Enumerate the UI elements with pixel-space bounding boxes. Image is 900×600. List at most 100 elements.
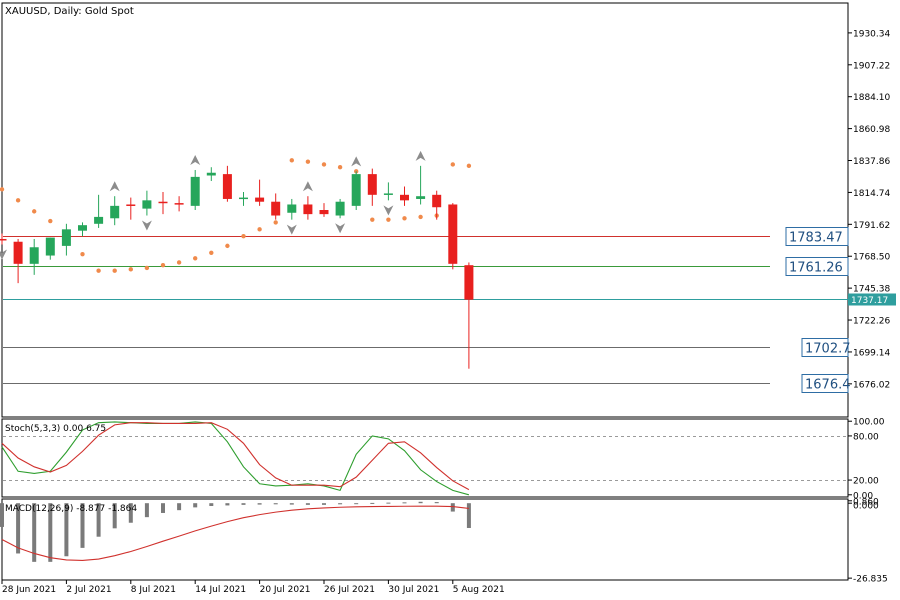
stochastic-label: Stoch(5,3,3) 0.00 6.75 [5,424,106,434]
macd-histogram-bar [338,503,343,505]
level-label-box [785,227,849,246]
sar-dot [48,218,53,224]
current-price-label: 1737.17 [851,296,888,306]
price-tick-label: 1907.22 [853,61,890,71]
price-tick-label: 1768.50 [853,253,890,263]
level-label-box [785,257,849,276]
panel-frames [1,2,849,581]
price-tick-label: 1837.86 [853,157,890,167]
level-label-text: 1783.47 [789,231,843,246]
macd-histogram-bar [48,503,53,562]
macd-histogram-bar [450,503,455,512]
macd-histogram-bar [80,503,85,548]
sar-dot [466,163,472,169]
fractal-up-arrow [109,181,120,192]
stoch-signal-line [1,422,470,491]
sar-dot [386,217,391,222]
macd-histogram-bar [386,502,391,504]
macd-histogram-bar [434,502,439,504]
macd-panel[interactable] [0,501,471,562]
fractal-up-arrow [415,150,426,161]
candle-body [158,201,168,204]
sar-dot [32,209,37,214]
macd-histogram-bar [257,503,262,505]
macd-histogram-bar [32,503,37,562]
sar-dot [450,162,455,167]
macd-histogram-bar [177,503,182,511]
panel-frame-0 [1,2,849,418]
price-tick-label: 1676.02 [853,380,890,390]
sar-dot [289,158,294,163]
fractal-up-arrow [302,181,313,192]
price-panel[interactable]: 1783.47 1761.26 1737.17 1702.7 1676.4 [0,150,896,393]
fractal-down-arrow [335,223,346,234]
panel-frame-1 [1,418,849,498]
fractal-up-arrow [351,156,362,167]
sar-dot [225,243,230,249]
candle-body [335,201,345,216]
date-tick-label: 2 Jul 2021 [66,585,111,595]
candle-body [0,238,7,241]
price-tick-label: 1722.26 [853,317,890,327]
chart-title: XAUUSD, Daily: Gold Spot [5,6,134,17]
macd-histogram-bar [16,503,21,554]
price-tick-label: 1699.14 [853,348,890,358]
macd-histogram-bar [161,503,165,513]
fractal-down-arrow [141,220,152,231]
candle-body [78,225,87,231]
macd-histogram-bar [322,503,326,505]
sar-dot [80,251,85,257]
macd-histogram-bar [305,503,310,505]
price-tick-label: 1860.98 [853,125,890,135]
stoch-tick-label: 0.00 [853,491,873,501]
candle-body [351,174,361,206]
sar-dot [402,216,407,221]
sar-dot [305,159,311,164]
macd-tick-label: 0.860 [853,497,879,507]
sar-dot [257,227,262,232]
price-tick-label: 1814.74 [853,189,890,199]
macd-histogram-bar [289,503,294,505]
sar-dot [0,187,5,192]
macd-histogram-bar [241,503,246,505]
stoch-tick-label: 20.00 [853,477,879,487]
candle-body [45,237,55,256]
macd-histogram-bar [354,503,359,505]
date-tick-label: 5 Aug 2021 [453,585,505,595]
stoch-tick-label: 80.00 [853,432,879,442]
axes: 1930.34 1907.22 1884.10 1860.98 1837.86 1814.… [1,29,890,595]
sar-dot [112,268,117,273]
candle-body [206,172,216,176]
candle-body [303,204,313,215]
stoch-tick-label: 100.00 [853,418,885,428]
sar-dot [15,198,21,203]
price-tick-label: 1745.38 [853,285,890,295]
fractal-down-arrow [383,205,394,216]
sar-dot [321,162,327,167]
macd-histogram-bar [273,503,278,505]
candle-body [142,200,152,209]
candle-body [222,174,232,199]
level-label-box [801,338,849,357]
candle-body [448,204,458,264]
macd-histogram-bar [128,503,133,523]
candle-body [61,229,71,246]
date-tick-label: 28 Jun 2021 [2,585,56,595]
stoch-main-line [1,421,470,496]
sar-dot [144,265,150,271]
macd-histogram-bar [64,503,69,557]
candle-body [287,204,297,213]
macd-label: MACD(12,26,9) -8.877 -1.864 [5,504,137,514]
candle-body [190,176,200,206]
candle-body [255,197,265,202]
macd-signal-line [1,505,469,561]
macd-histogram-bar [144,503,149,518]
stochastic-panel[interactable] [1,421,848,496]
macd-histogram-bar [96,503,101,537]
sar-dot [418,214,423,220]
date-tick-label: 30 Jul 2021 [388,585,439,595]
candle-body [126,204,136,206]
candle-body [13,241,23,264]
macd-histogram-bar [370,502,375,504]
candle-body [174,203,184,205]
